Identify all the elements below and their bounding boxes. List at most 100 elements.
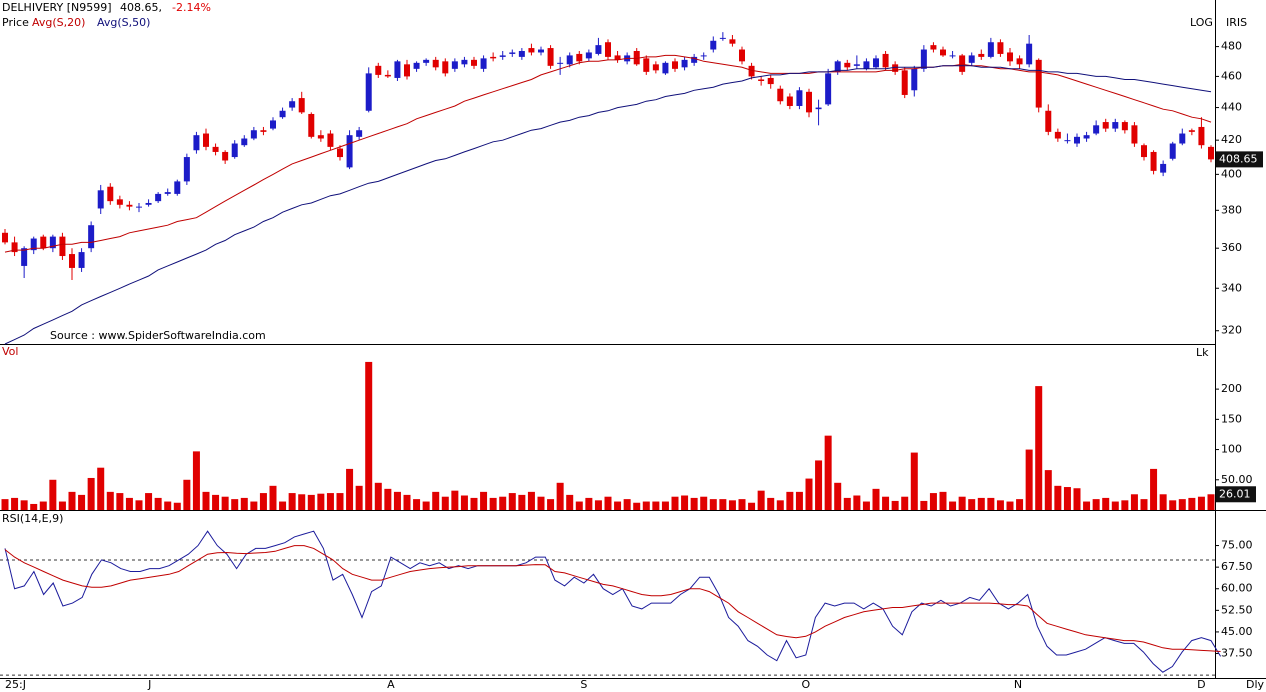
- candle-body: [844, 62, 851, 68]
- volume-bar: [1102, 497, 1110, 510]
- candle-body: [911, 68, 918, 91]
- volume-bar: [872, 488, 880, 510]
- candle-body: [164, 192, 171, 194]
- candle-body: [461, 59, 468, 65]
- volume-bar: [862, 501, 870, 510]
- volume-bar: [1025, 449, 1033, 510]
- candle-body: [404, 64, 410, 77]
- volume-bar: [336, 493, 344, 510]
- volume-bar: [891, 500, 899, 510]
- candle-body: [930, 45, 937, 50]
- volume-bar: [39, 501, 47, 510]
- candle-body: [959, 55, 966, 72]
- volume-bar: [614, 501, 622, 510]
- candle-body: [337, 148, 343, 158]
- candle-body: [892, 64, 899, 72]
- candle-body: [270, 120, 276, 129]
- candle-body: [585, 52, 592, 59]
- candle-body: [949, 55, 956, 57]
- candle-body: [2, 232, 8, 243]
- volume-bar: [480, 491, 488, 510]
- candle-body: [480, 58, 487, 69]
- candle-body: [825, 73, 832, 105]
- candle-body: [21, 248, 28, 266]
- candle-body: [1007, 52, 1013, 62]
- volume-bar: [221, 496, 229, 510]
- volume-bar: [1188, 497, 1196, 510]
- volume-bar: [11, 497, 19, 510]
- volume-bar: [1150, 468, 1158, 510]
- volume-bar: [700, 496, 708, 510]
- candle-body: [49, 236, 56, 249]
- y-tick-label: 37.50: [1221, 647, 1253, 660]
- candle-body: [442, 61, 449, 74]
- volume-bar: [709, 499, 717, 510]
- candle-body: [423, 59, 430, 63]
- volume-bar: [1197, 496, 1205, 510]
- volume-bar: [661, 501, 669, 510]
- volume-bar: [135, 500, 143, 510]
- volume-bar: [977, 497, 985, 510]
- volume-bar: [1044, 470, 1052, 510]
- volume-bar: [920, 500, 928, 510]
- candle-body: [901, 70, 908, 95]
- volume-bar: [1111, 501, 1119, 510]
- volume-bar: [834, 482, 842, 510]
- change: -2.14%: [172, 1, 211, 14]
- volume-bar: [748, 502, 756, 510]
- candle-body: [174, 181, 181, 194]
- volume-bar: [393, 491, 401, 510]
- volume-bar: [1073, 488, 1081, 510]
- volume-bar: [508, 493, 516, 510]
- y-tick-label: 50.00: [1221, 473, 1253, 486]
- y-tick-label: 380: [1221, 203, 1242, 216]
- candle-body: [796, 90, 803, 106]
- volume-bar: [499, 496, 507, 510]
- y-tick-label: 320: [1221, 324, 1242, 337]
- volume-bar: [527, 491, 535, 510]
- candle-body: [767, 77, 774, 85]
- volume-bar: [1054, 485, 1062, 510]
- candle-body: [365, 73, 372, 111]
- source: Source : www.SpiderSoftwareIndia.com: [50, 329, 266, 342]
- volume-bar: [738, 499, 746, 510]
- candle-body: [116, 199, 123, 205]
- volume-bar: [20, 500, 28, 510]
- volume-bar: [853, 495, 861, 510]
- candle-body: [614, 55, 621, 60]
- volume-bar: [633, 502, 641, 510]
- candle-body: [652, 64, 659, 71]
- volume-bar: [422, 501, 430, 510]
- candle-body: [88, 225, 95, 249]
- volume-bar: [1035, 386, 1043, 510]
- candle-body: [30, 238, 37, 251]
- volume-bar: [537, 496, 545, 510]
- candle-body: [605, 42, 611, 57]
- volume-bar: [298, 494, 306, 510]
- candle-body: [1141, 145, 1147, 158]
- y-tick-label: 150: [1221, 412, 1242, 425]
- candle-body: [940, 49, 946, 56]
- symbol: DELHIVERY [N9599]: [2, 1, 112, 14]
- volume-bar: [566, 494, 574, 510]
- x-tick-label: 25:J: [5, 678, 26, 691]
- candle-body: [719, 37, 726, 39]
- candle-body: [987, 42, 994, 57]
- volume-bar: [49, 479, 57, 510]
- legend-ma50: Avg(S,50): [97, 16, 150, 29]
- volume-bar: [556, 482, 564, 510]
- volume-bar: [269, 485, 277, 510]
- volume-bar: [996, 500, 1004, 510]
- candle-body: [222, 151, 229, 161]
- volume-bar: [1063, 487, 1071, 510]
- volume-bar: [547, 499, 555, 510]
- candle-body: [451, 61, 458, 69]
- volume-bar: [795, 491, 803, 510]
- candle-body: [786, 96, 793, 106]
- line: [4, 65, 1212, 345]
- scale-label: IRIS: [1226, 16, 1247, 29]
- candle-body: [691, 56, 698, 63]
- candle-body: [1016, 58, 1023, 65]
- volume-bar: [1169, 500, 1177, 510]
- volume-bar: [384, 488, 392, 510]
